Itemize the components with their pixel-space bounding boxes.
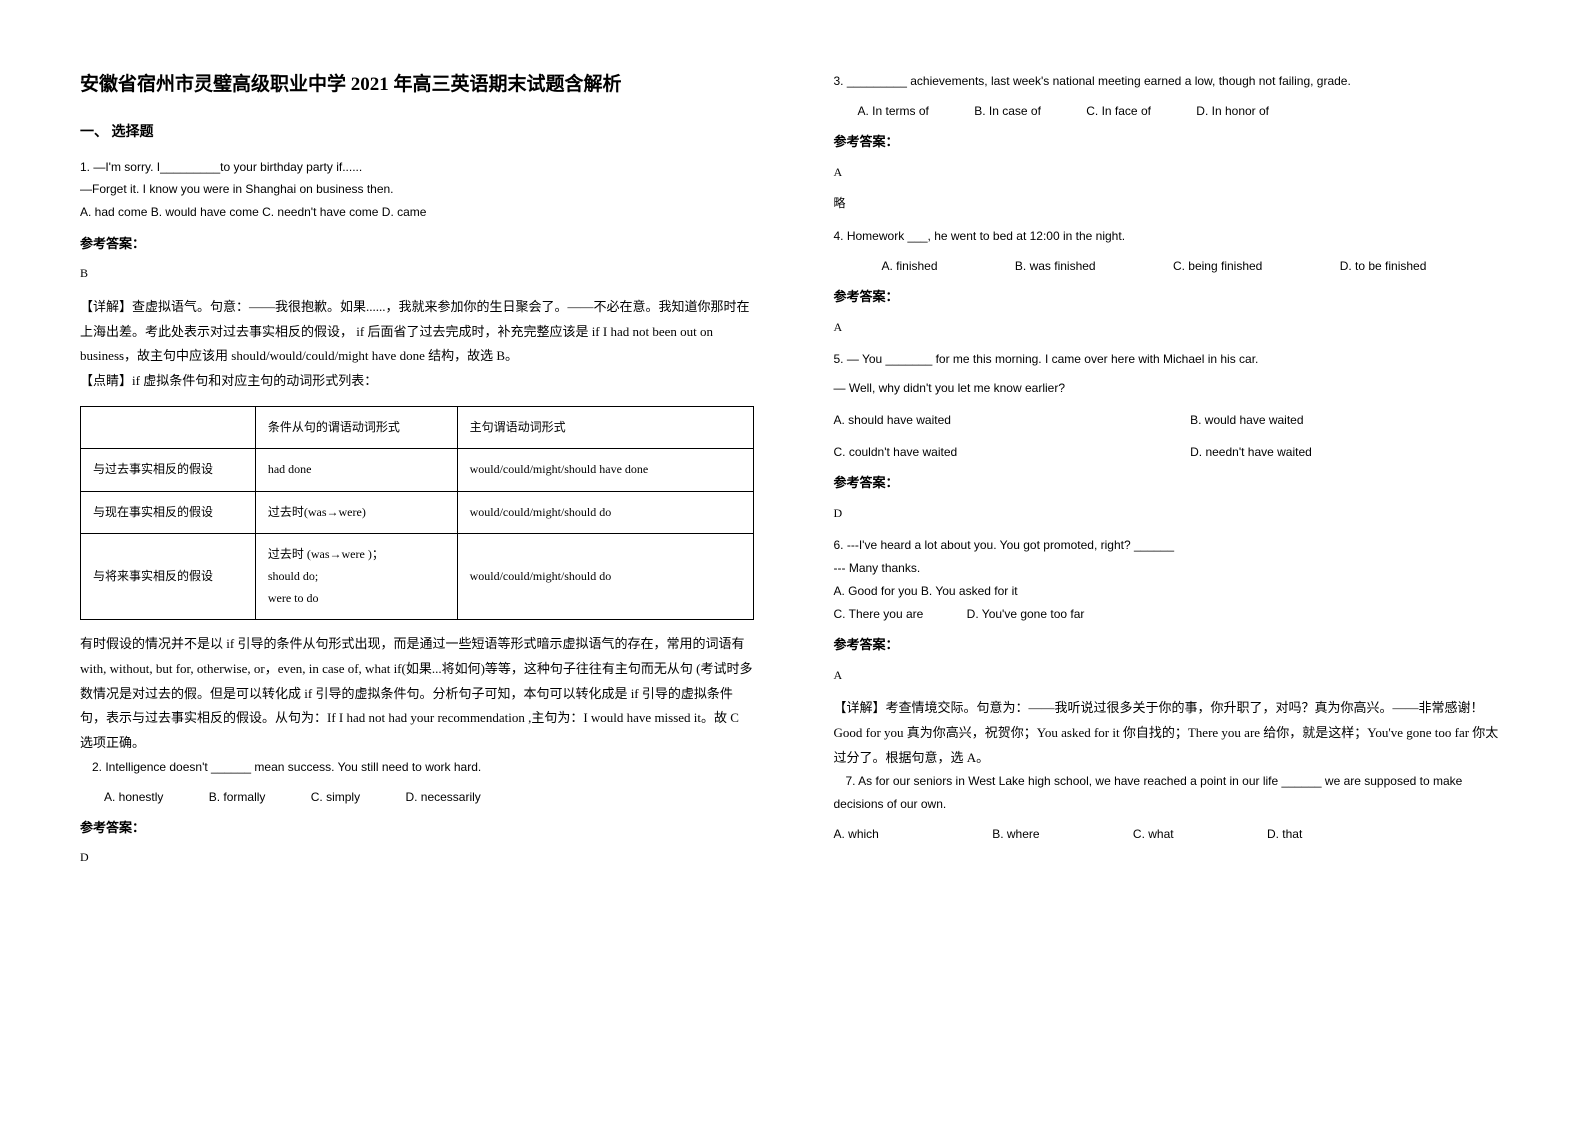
q4-optA: A. finished [858,256,938,278]
q5-optB: B. would have waited [1190,410,1303,432]
q1-answer-label: 参考答案： [80,232,754,255]
q7-optD: D. that [1267,824,1302,846]
q6-optC: C. There you are [834,603,924,626]
q5-optD: D. needn't have waited [1190,442,1312,464]
q2-optC: C. simply [299,787,360,809]
row1-cond: had done [255,449,457,492]
q6-answer: A [834,665,1508,687]
q2-optB: B. formally [197,787,266,809]
q1-options: A. had come B. would have come C. needn'… [80,201,754,224]
question-1: 1. —I'm sorry. I_________to your birthda… [80,156,754,224]
q4-optB: B. was finished [991,256,1096,278]
q3-optB: B. In case of [962,101,1041,123]
q5-options-row1: A. should have waited B. would have wait… [834,410,1508,432]
q4-optD: D. to be finished [1316,256,1427,278]
q1-explanation3: 有时假设的情况并不是以 if 引导的条件从句形式出现，而是通过一些短语等形式暗示… [80,632,754,755]
row1-main: would/could/might/should have done [457,449,753,492]
question-6: 6. ---I've heard a lot about you. You go… [834,534,1508,625]
q3-optD: D. In honor of [1184,101,1269,123]
row2-main: would/could/might/should do [457,491,753,534]
q7-optA: A. which [834,824,879,846]
row3-cond: 过去时 (was→were )； should do; were to do [255,534,457,620]
page-title: 安徽省宿州市灵璧高级职业中学 2021 年高三英语期末试题含解析 [80,70,754,100]
q2-optA: A. honestly [92,787,163,809]
q1-table: 条件从句的谓语动词形式 主句谓语动词形式 与过去事实相反的假设 had done… [80,406,754,621]
q2-optD: D. necessarily [393,787,480,809]
table-row: 与过去事实相反的假设 had done would/could/might/sh… [81,449,754,492]
question-4: 4. Homework ___, he went to bed at 12:00… [834,225,1508,248]
q5-line1: 5. — You _______ for me this morning. I … [834,348,1508,371]
row3-label: 与将来事实相反的假设 [81,534,256,620]
th-condition: 条件从句的谓语动词形式 [255,406,457,449]
q6-optD: D. You've gone too far [967,607,1085,621]
q6-line1: 6. ---I've heard a lot about you. You go… [834,534,1508,557]
q4-optC: C. being finished [1149,256,1262,278]
q2-answer: D [80,847,754,869]
q4-options: A. finished B. was finished C. being fin… [834,256,1508,278]
q3-answer: A [834,162,1508,184]
q1-answer: B [80,263,754,285]
q3-answer-label: 参考答案： [834,130,1508,153]
q1-explanation2: 【点睛】if 虚拟条件句和对应主句的动词形式列表： [80,369,754,394]
q3-optC: C. In face of [1074,101,1151,123]
q3-options: A. In terms of B. In case of C. In face … [834,101,1508,123]
q7-optB: B. where [992,824,1039,846]
question-7: 7. As for our seniors in West Lake high … [834,770,1508,816]
table-row: 与现在事实相反的假设 过去时(was→were) would/could/mig… [81,491,754,534]
row2-label: 与现在事实相反的假设 [81,491,256,534]
q2-options: A. honestly B. formally C. simply D. nec… [80,787,754,809]
q6-line2: --- Many thanks. [834,557,1508,580]
q1-explanation1: 【详解】查虚拟语气。句意：——我很抱歉。如果......，我就来参加你的生日聚会… [80,295,754,369]
q1-line2: —Forget it. I know you were in Shanghai … [80,178,754,201]
q5-optC: C. couldn't have waited [834,442,1157,464]
q2-answer-label: 参考答案： [80,816,754,839]
q7-optC: C. what [1133,824,1174,846]
q5-answer: D [834,503,1508,525]
q6-optAB: A. Good for you B. You asked for it [834,580,1508,603]
q4-answer-label: 参考答案： [834,285,1508,308]
q4-answer: A [834,317,1508,339]
q3-note: 略 [834,193,1508,215]
q6-answer-label: 参考答案： [834,633,1508,656]
q5-options-row2: C. couldn't have waited D. needn't have … [834,442,1508,464]
table-header-row: 条件从句的谓语动词形式 主句谓语动词形式 [81,406,754,449]
q1-line1: 1. —I'm sorry. I_________to your birthda… [80,156,754,179]
table-row: 与将来事实相反的假设 过去时 (was→were )； should do; w… [81,534,754,620]
q5-optA: A. should have waited [834,410,1157,432]
q7-options: A. which B. where C. what D. that [834,824,1508,846]
question-5: 5. — You _______ for me this morning. I … [834,348,1508,400]
q5-line2: — Well, why didn't you let me know earli… [834,377,1508,400]
q5-answer-label: 参考答案： [834,471,1508,494]
question-2: 2. Intelligence doesn't ______ mean succ… [80,756,754,779]
th-main: 主句谓语动词形式 [457,406,753,449]
row3-main: would/could/might/should do [457,534,753,620]
row2-cond: 过去时(was→were) [255,491,457,534]
q3-optA: A. In terms of [846,101,929,123]
section-heading: 一、 选择题 [80,120,754,145]
row1-label: 与过去事实相反的假设 [81,449,256,492]
th-empty [81,406,256,449]
q6-explanation: 【详解】考查情境交际。句意为：——我听说过很多关于你的事，你升职了，对吗？真为你… [834,696,1508,770]
q6-optCD: C. There you are D. You've gone too far [834,603,1508,626]
question-3: 3. _________ achievements, last week's n… [834,70,1508,93]
